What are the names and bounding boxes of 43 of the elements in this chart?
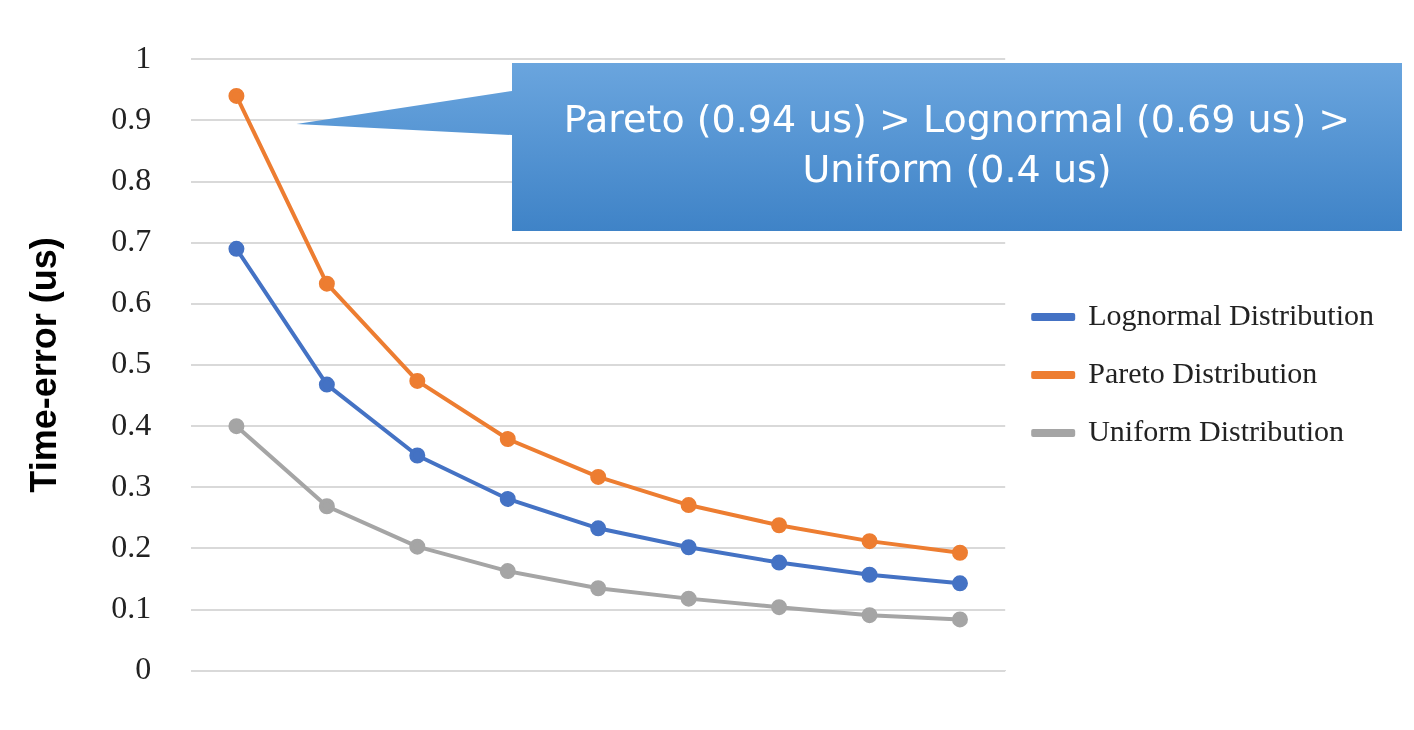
point (771, 554, 788, 571)
point (680, 497, 697, 514)
point (228, 87, 245, 104)
point (228, 240, 245, 257)
y-tick-label: 0.6 (111, 283, 152, 320)
y-tick-label: 0.9 (111, 99, 152, 136)
point (318, 498, 335, 515)
point (318, 275, 335, 292)
legend-label: Uniform Distribution (1088, 413, 1345, 447)
y-axis-title: Time-error (us) (22, 237, 64, 493)
y-tick-label: 0.4 (111, 405, 152, 442)
point (680, 590, 697, 607)
y-tick-label: 1 (135, 38, 152, 75)
y-tick-label: 0.7 (111, 222, 152, 259)
point (771, 517, 788, 534)
point (590, 520, 607, 537)
point (861, 566, 878, 583)
y-tick-label: 0.3 (111, 466, 152, 503)
point (409, 372, 426, 389)
legend-label: Pareto Distribution (1088, 355, 1318, 389)
point (499, 563, 516, 580)
y-tick-label: 0.1 (111, 589, 152, 626)
legend-label: Lognormal Distribution (1088, 297, 1375, 331)
point (951, 575, 968, 592)
point (590, 580, 607, 597)
point (499, 490, 516, 507)
point (228, 418, 245, 435)
point (771, 599, 788, 616)
point (499, 431, 516, 447)
point (409, 447, 426, 464)
y-tick-label: 0.5 (111, 344, 152, 381)
point (318, 376, 335, 393)
y-tick-label: 0.2 (111, 527, 152, 564)
point (861, 533, 878, 550)
annotation: Pareto (0.94 us) > Lognormal (0.69 us) > Uniform (0.4 us) (563, 96, 1351, 191)
point (409, 538, 426, 555)
point (951, 611, 968, 628)
y-tick-label: 0 (135, 650, 152, 687)
point (680, 539, 697, 556)
point (590, 468, 607, 485)
point (861, 607, 878, 624)
point (951, 544, 968, 561)
y-tick-label: 0.8 (111, 160, 152, 197)
